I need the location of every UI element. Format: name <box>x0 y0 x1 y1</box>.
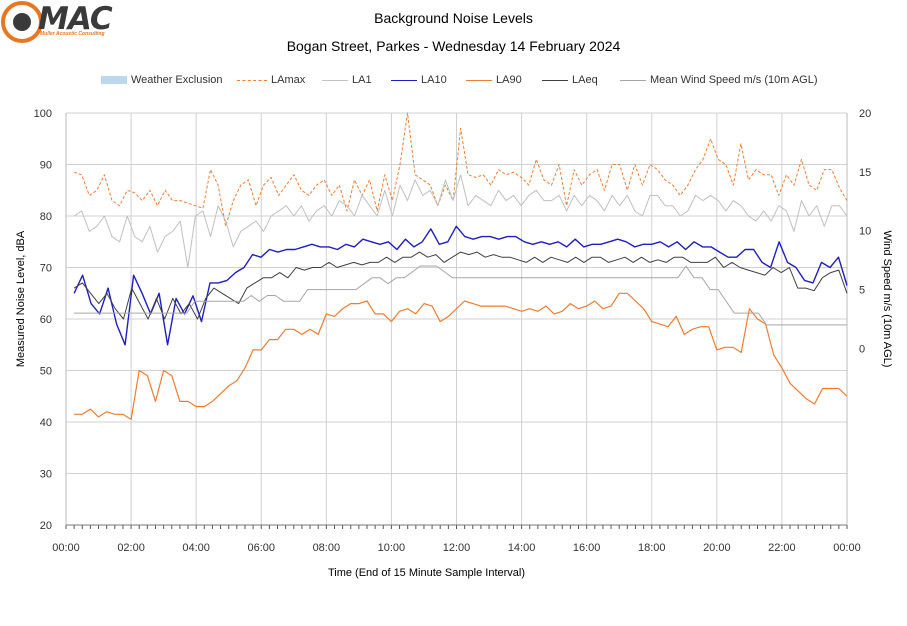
legend-item-lamax: LAmax <box>237 74 305 86</box>
logo-swirl-icon <box>1 1 43 43</box>
series-laeq <box>73 251 848 320</box>
x-tick-label: 18:00 <box>638 542 666 554</box>
series-la1 <box>73 174 848 268</box>
x-tick-label: 20:00 <box>703 542 731 554</box>
x-axis-title: Time (End of 15 Minute Sample Interval) <box>328 567 525 579</box>
logo-subtitle: Muller Acoustic Consulting <box>40 31 105 37</box>
legend-swatch <box>542 79 568 81</box>
legend-item-la90: LA90 <box>466 74 522 86</box>
x-tick-label: 06:00 <box>247 542 275 554</box>
x-tick-label: 14:00 <box>508 542 536 554</box>
y2-tick-label: 10 <box>859 226 871 238</box>
y2-tick-label: 5 <box>859 285 865 297</box>
logo-text: MAC <box>38 1 113 37</box>
legend-item-la10: LA10 <box>391 74 447 86</box>
y-tick-label: 80 <box>40 211 52 223</box>
y-tick-label: 30 <box>40 469 52 481</box>
x-tick-label: 12:00 <box>443 542 471 554</box>
x-tick-label: 02:00 <box>117 542 145 554</box>
x-tick-label: 00:00 <box>833 542 861 554</box>
mac-logo: MAC Muller Acoustic Consulting <box>0 0 120 44</box>
legend-item-la1: LA1 <box>322 74 372 86</box>
chart-title: Background Noise Levels <box>374 10 533 26</box>
y2-tick-label: 15 <box>859 167 871 179</box>
x-tick-label: 16:00 <box>573 542 601 554</box>
series-mean-wind-speed-m-s-10m-agl <box>74 265 847 326</box>
legend-item-laeq: LAeq <box>542 74 598 86</box>
y-tick-label: 20 <box>40 520 52 532</box>
legend-swatch <box>620 79 646 81</box>
y2-tick-label: 0 <box>859 343 865 355</box>
x-tick-label: 10:00 <box>378 542 406 554</box>
chart-subtitle: Bogan Street, Parkes - Wednesday 14 Febr… <box>286 38 621 54</box>
y-tick-label: 90 <box>40 160 52 172</box>
y-tick-label: 50 <box>40 366 52 378</box>
x-tick-label: 04:00 <box>182 542 210 554</box>
y-tick-label: 60 <box>40 314 52 326</box>
legend-swatch <box>322 79 348 81</box>
legend-swatch <box>237 79 267 81</box>
series-la90 <box>74 292 848 420</box>
y2-tick-label: 20 <box>859 108 871 120</box>
x-tick-label: 08:00 <box>313 542 341 554</box>
legend-swatch <box>466 79 492 81</box>
y-tick-label: 100 <box>34 108 52 120</box>
legend-item-wind-speed: Mean Wind Speed m/s (10m AGL) <box>620 74 818 86</box>
legend-swatch <box>391 79 417 81</box>
y2-axis-title: Wind Speed m/s (10m AGL) <box>881 231 893 368</box>
y-tick-label: 40 <box>40 417 52 429</box>
y-tick-label: 70 <box>40 263 52 275</box>
x-tick-label: 22:00 <box>768 542 796 554</box>
legend-item-weather-exclusion: Weather Exclusion <box>101 74 223 86</box>
series-la10 <box>73 225 848 346</box>
y-axis-title: Measured Noise Level, dBA <box>15 230 27 367</box>
series-lamax <box>73 112 848 227</box>
legend-swatch <box>101 76 127 85</box>
x-tick-label: 00:00 <box>52 542 80 554</box>
